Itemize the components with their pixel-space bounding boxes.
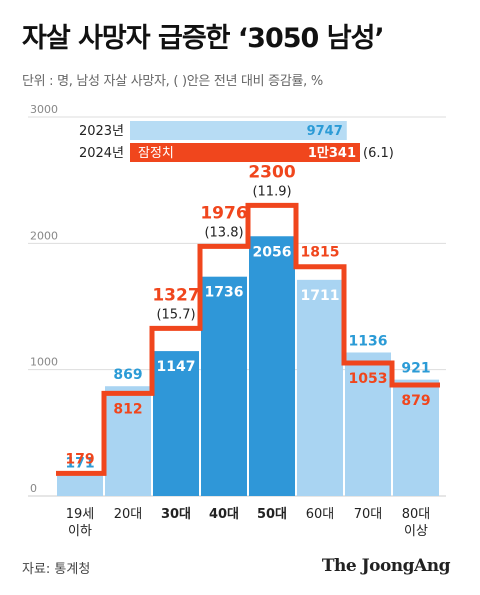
value-label-2024: 1053	[349, 371, 388, 387]
legend-total-value: 1만341	[308, 145, 356, 161]
value-label-2024: 1327	[152, 285, 199, 305]
step-line-2024	[56, 202, 440, 476]
value-label-2023: 171	[65, 455, 94, 471]
value-label-2024: 879	[401, 393, 430, 409]
x-category-label: 20대	[114, 507, 143, 522]
bar-2023	[249, 236, 295, 496]
y-tick-label: 1000	[30, 356, 58, 369]
legend-change-pct: (6.1)	[363, 146, 394, 161]
legend-note: 잠정치	[138, 146, 174, 161]
source-note: 자료: 통계청	[22, 562, 91, 577]
unit-note: 단위 : 명, 남성 자살 사망자, ( )안은 전년 대비 증감률, %	[22, 74, 323, 89]
x-category-label: 30대	[161, 507, 191, 522]
x-category-label: 40대	[209, 507, 239, 522]
y-tick-label: 0	[30, 482, 37, 495]
change-pct-label: (11.9)	[252, 184, 291, 199]
x-category-label: 60대	[306, 507, 335, 522]
x-category-label: 50대	[257, 507, 287, 522]
value-label-2024: 1976	[200, 203, 247, 223]
legend-total-value: 9747	[307, 124, 343, 139]
y-tick-label: 3000	[30, 103, 58, 116]
legend-year-label: 2024년	[79, 146, 124, 161]
legend-bar	[130, 121, 347, 140]
legend-bar	[130, 143, 360, 162]
x-category-label: 19세	[66, 507, 95, 522]
value-label-2023: 869	[113, 367, 142, 383]
x-category-label: 이하	[68, 524, 92, 539]
value-label-2023: 1736	[205, 285, 244, 301]
bar-2023	[153, 351, 199, 496]
value-label-2023: 1136	[349, 333, 388, 349]
value-label-2023: 2056	[253, 244, 292, 260]
bar-2023	[57, 474, 103, 496]
legend-year-label: 2023년	[79, 124, 124, 139]
bar-2023	[393, 379, 439, 496]
bar-2023	[201, 276, 247, 496]
x-category-label: 80대	[402, 507, 431, 522]
value-label-2024: 2300	[248, 162, 295, 182]
x-category-label: 이상	[404, 524, 428, 539]
value-label-2023: 921	[401, 361, 430, 377]
bar-2023	[345, 352, 391, 496]
bar-2023	[297, 279, 343, 496]
change-pct-label: (13.8)	[204, 225, 243, 240]
change-pct-label: (15.7)	[156, 307, 195, 322]
value-label-2024: 179	[65, 451, 94, 467]
value-label-2024: 812	[113, 401, 142, 417]
chart-title: 자살 사망자 급증한 ‘3050 남성’	[22, 23, 385, 54]
value-label-2023: 1147	[157, 359, 196, 375]
publisher-logo: The JoongAng	[321, 556, 451, 576]
bar-2023	[105, 386, 151, 496]
value-label-2024: 1815	[301, 245, 340, 261]
x-category-label: 70대	[354, 507, 383, 522]
value-label-2023: 1711	[301, 288, 340, 304]
y-tick-label: 2000	[30, 229, 58, 242]
